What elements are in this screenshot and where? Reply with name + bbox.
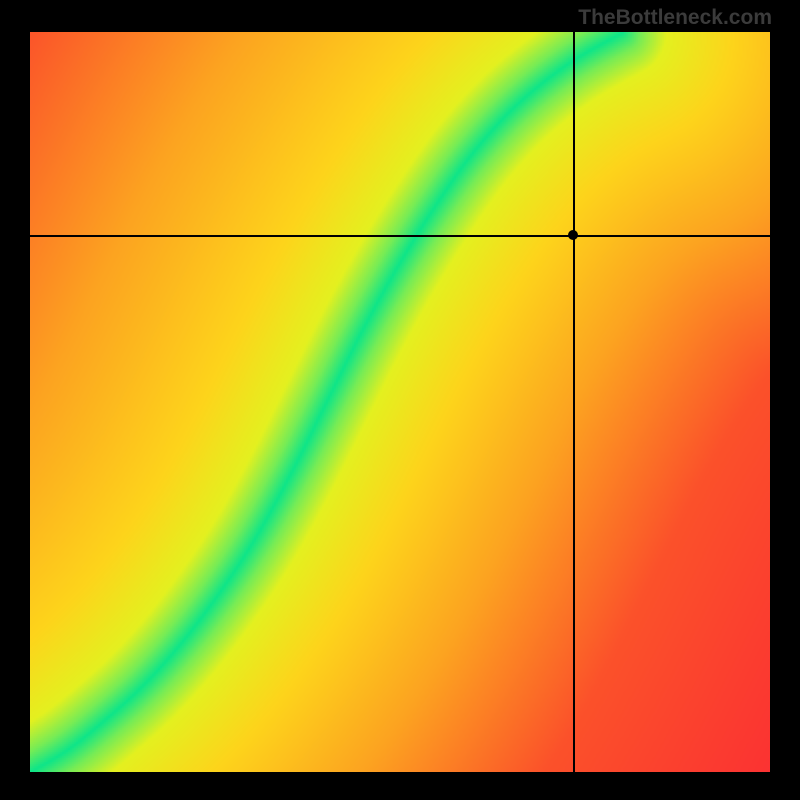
crosshair-horizontal (30, 235, 770, 237)
watermark-text: TheBottleneck.com (578, 6, 772, 30)
bottleneck-heatmap (30, 32, 770, 772)
heatmap-canvas (30, 32, 770, 772)
crosshair-marker (568, 230, 578, 240)
crosshair-vertical (573, 32, 575, 772)
